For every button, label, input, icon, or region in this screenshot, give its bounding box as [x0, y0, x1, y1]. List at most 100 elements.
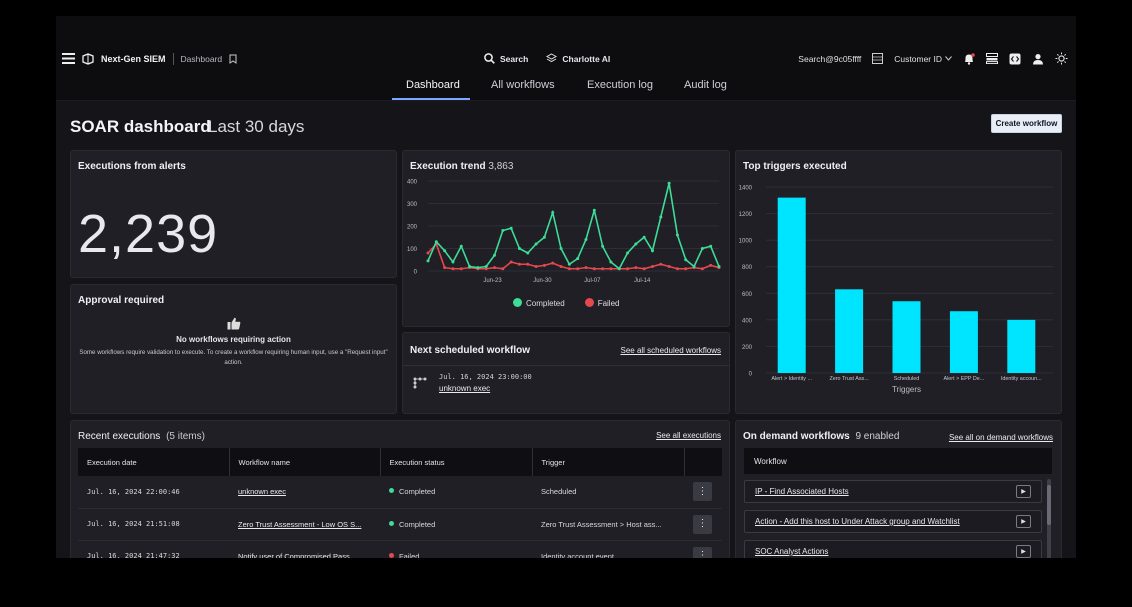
see-all-scheduled-link[interactable]: See all scheduled workflows — [620, 346, 722, 355]
customer-id-select[interactable]: Customer ID — [894, 53, 942, 64]
data-point — [526, 251, 530, 255]
search-icon — [484, 53, 495, 64]
data-point — [509, 260, 513, 264]
create-workflow-button[interactable]: Create workflow — [991, 114, 1062, 133]
workflow-name-link[interactable]: Zero Trust Assessment - Low OS S... — [238, 519, 362, 529]
see-all-on-demand-link[interactable]: See all on demand workflows — [948, 433, 1053, 442]
x-tick-label: Zero Trust Ass... — [829, 376, 868, 382]
data-point — [584, 266, 588, 270]
breadcrumb[interactable]: Dashboard — [180, 53, 223, 64]
data-point — [592, 267, 596, 271]
global-header: Next-Gen SIEM Dashboard Search Charlotte… — [56, 46, 1076, 71]
approval-description: Some workflows require validation to exe… — [79, 349, 388, 366]
search-tag[interactable]: Search@9c05ffff — [798, 53, 862, 64]
card-title: Executions from alerts — [78, 161, 186, 172]
scrollbar-thumb[interactable] — [1047, 485, 1051, 525]
y-tick-label: 300 — [407, 202, 418, 208]
header-center: Search Charlotte AI — [484, 46, 610, 71]
code-icon[interactable] — [1009, 53, 1021, 65]
notifications-bell-icon[interactable] — [963, 52, 975, 65]
data-point — [717, 265, 721, 268]
on-demand-workflows-card: On demand workflows 9 enabled See all on… — [735, 420, 1062, 570]
theme-sun-icon[interactable] — [1055, 52, 1068, 65]
see-all-executions-link[interactable]: See all executions — [656, 431, 721, 440]
legend-completed[interactable]: Completed — [513, 298, 565, 308]
data-point — [692, 265, 696, 268]
y-tick-label: 1400 — [739, 186, 753, 192]
tab-all-workflows[interactable]: All workflows — [491, 79, 555, 91]
data-point — [642, 267, 646, 271]
column-header-execution-date[interactable]: Execution date — [78, 448, 230, 476]
page-title: SOAR dashboard — [70, 117, 211, 136]
charlotte-ai-button[interactable]: Charlotte AI — [546, 53, 610, 64]
run-play-icon[interactable]: ▶ — [1016, 485, 1031, 498]
card-title: On demand workflows 9 enabled — [743, 431, 899, 442]
y-tick-label: 1000 — [739, 239, 753, 245]
on-demand-workflow-link[interactable]: Action - Add this host to Under Attack g… — [755, 517, 960, 526]
table-row: Jul. 16, 2024 22:00:46 unknown exec Comp… — [78, 476, 722, 509]
recent-executions-table: Execution date Workflow name Execution s… — [78, 448, 722, 569]
status-completed-icon — [389, 488, 394, 494]
user-profile-icon[interactable] — [1032, 53, 1044, 65]
chevron-down-icon[interactable] — [945, 56, 952, 61]
next-scheduled-workflow-link[interactable]: unknown exec — [439, 384, 491, 393]
row-actions-menu-icon[interactable]: ⋮ — [693, 514, 712, 534]
run-play-icon[interactable]: ▶ — [1016, 515, 1031, 528]
data-point — [542, 235, 546, 239]
data-point — [626, 251, 630, 255]
on-demand-count: 9 enabled — [855, 431, 900, 442]
data-point — [468, 265, 472, 268]
data-point — [634, 242, 638, 246]
recent-title: Recent executions — [78, 431, 161, 442]
trend-total: 3,863 — [488, 161, 514, 172]
column-header-workflow-name[interactable]: Workflow name — [229, 448, 381, 476]
run-play-icon[interactable]: ▶ — [1016, 545, 1031, 558]
card-title: Next scheduled workflow — [410, 345, 531, 356]
data-point — [451, 260, 455, 264]
executions-from-alerts-card: Executions from alerts 2,239 — [70, 150, 397, 278]
data-point — [700, 267, 704, 271]
legend-failed[interactable]: Failed — [584, 298, 619, 308]
table-header-row: Execution date Workflow name Execution s… — [78, 448, 722, 476]
row-actions-menu-icon[interactable]: ⋮ — [693, 482, 712, 502]
execution-date: Jul. 16, 2024 21:51:08 — [78, 508, 229, 541]
approval-required-card: Approval required No workflows requiring… — [70, 284, 397, 414]
tab-audit-log[interactable]: Audit log — [684, 79, 727, 91]
data-point — [567, 262, 571, 266]
data-point — [626, 267, 630, 271]
data-point — [592, 208, 596, 212]
ai-layers-icon — [546, 53, 558, 64]
tab-dashboard[interactable]: Dashboard — [406, 79, 460, 91]
tab-execution-log[interactable]: Execution log — [587, 79, 654, 91]
bottom-frame-bar — [56, 558, 1076, 590]
data-point — [584, 238, 588, 241]
column-header-execution-status[interactable]: Execution status — [380, 448, 533, 476]
grid-icon[interactable] — [872, 53, 884, 64]
workflow-name-link[interactable]: unknown exec — [238, 487, 286, 497]
bookmark-icon[interactable] — [229, 54, 237, 64]
top-black-bar — [56, 16, 1076, 46]
data-point — [493, 253, 497, 257]
on-demand-item: Action - Add this host to Under Attack g… — [744, 510, 1042, 533]
workflow-name-link[interactable]: Notify user of Compromised Pass... — [238, 551, 356, 561]
data-point — [576, 257, 580, 261]
x-axis-label: Triggers — [892, 385, 921, 394]
column-header-trigger[interactable]: Trigger — [532, 448, 685, 476]
data-point — [551, 211, 555, 214]
page-subtitle: Last 30 days — [208, 117, 305, 136]
x-tick-label: Alert > EPP De... — [943, 376, 984, 382]
card-title: Top triggers executed — [743, 161, 847, 172]
tasks-icon[interactable] — [986, 53, 998, 64]
bar — [892, 301, 921, 373]
completed-dot-icon — [513, 298, 522, 307]
data-point — [443, 249, 447, 253]
data-point — [551, 261, 555, 265]
data-point — [484, 265, 488, 268]
on-demand-workflow-link[interactable]: SOC Analyst Actions — [755, 547, 829, 556]
x-tick-label: Jul-14 — [634, 278, 651, 284]
data-point — [576, 267, 580, 271]
global-search-button[interactable]: Search — [484, 53, 528, 64]
on-demand-workflow-link[interactable]: IP - Find Associated Hosts — [755, 487, 849, 496]
header-right: Search@9c05ffff Customer ID — [798, 46, 1068, 71]
menu-icon[interactable] — [62, 53, 75, 64]
